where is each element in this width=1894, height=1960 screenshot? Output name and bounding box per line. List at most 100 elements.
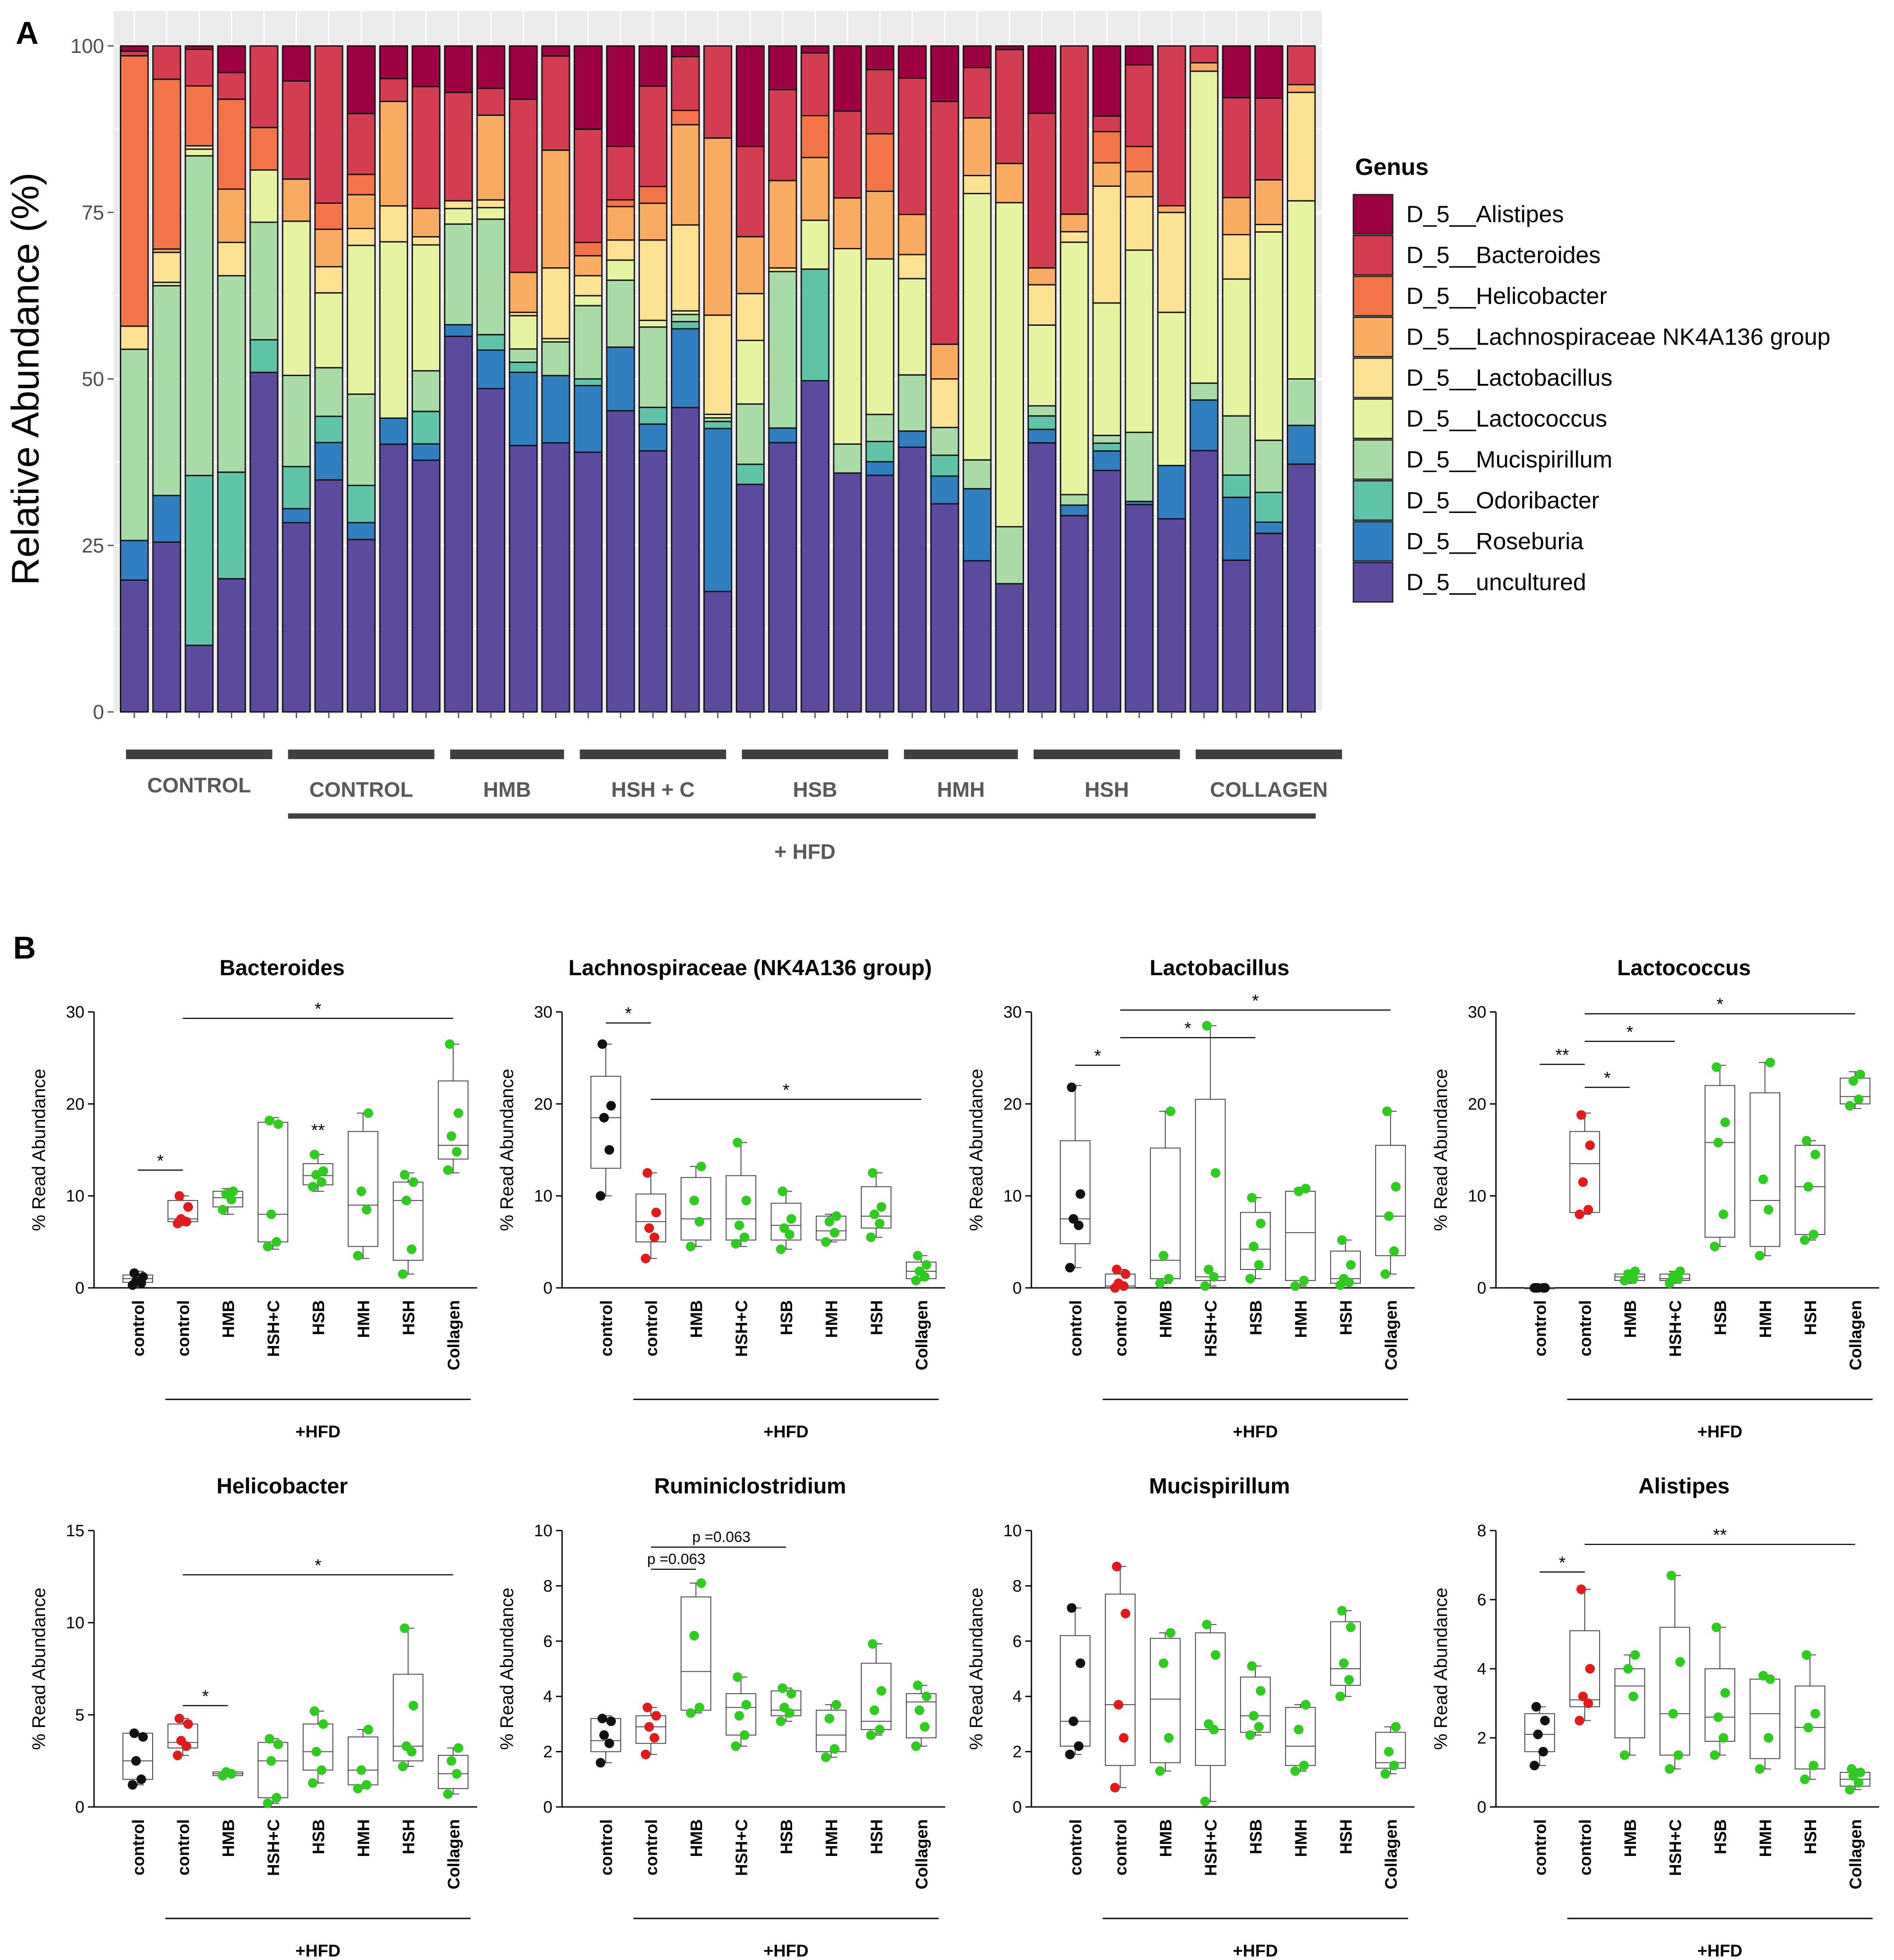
- stacked-bar: [995, 45, 1024, 713]
- data-point: [875, 1725, 884, 1735]
- bar-segment-d-5-uncultured: [1125, 504, 1154, 713]
- bar-segment-d-5-lachnospiraceae-nk4a136-group: [962, 117, 992, 176]
- bar-segment-d-5-uncultured: [249, 372, 279, 713]
- data-point: [1069, 1214, 1078, 1224]
- bar-segment-d-5-lactococcus: [1286, 200, 1316, 380]
- stacked-bar: [314, 45, 343, 713]
- data-point: [138, 1272, 148, 1282]
- stacked-bar: [509, 45, 538, 713]
- group-label: HSH + C: [611, 778, 695, 802]
- stacked-bar: [185, 45, 214, 713]
- bar-segment-d-5-helicobacter: [346, 174, 376, 195]
- bar-segment-d-5-bacteroides: [606, 146, 635, 201]
- box-hsh+c: [1195, 1021, 1226, 1291]
- bar-segment-d-5-odoribacter: [1092, 442, 1122, 452]
- data-point: [1247, 1661, 1257, 1671]
- bar-segment-d-5-helicobacter: [865, 133, 895, 192]
- bar-segment-d-5-uncultured: [865, 474, 895, 713]
- category-label: control: [643, 1819, 661, 1876]
- legend-swatch: [1352, 480, 1394, 521]
- bar-segment-d-5-bacteroides: [865, 69, 895, 135]
- box-panel-lactococcus: Lactococcus 0 10 20 30 % Read Abundance contro…: [1430, 956, 1879, 1441]
- bar-segment-d-5-roseburia: [1189, 399, 1219, 451]
- data-point: [363, 1108, 373, 1118]
- data-point: [779, 1702, 789, 1712]
- bar-segment-d-5-odoribacter: [800, 268, 830, 381]
- bar-segment-d-5-helicobacter: [638, 185, 667, 204]
- bar-segment-d-5-lactobacillus: [638, 239, 667, 321]
- data-point: [1121, 1269, 1130, 1279]
- data-point: [454, 1108, 463, 1118]
- bar-segment-d-5-lactococcus: [573, 295, 603, 307]
- bar-segment-d-5-lactobacillus: [703, 314, 732, 415]
- y-tick-label: 30: [1003, 1003, 1022, 1022]
- bar-segment-d-5-lactobacillus: [962, 174, 992, 195]
- box-hmh: [348, 1108, 378, 1261]
- box-control: [1105, 1264, 1136, 1293]
- bar-segment-d-5-alistipes: [1027, 45, 1057, 114]
- y-tick-label: 30: [1468, 1003, 1486, 1022]
- y-tick-label: 10: [534, 1187, 552, 1206]
- bar-segment-d-5-lactococcus: [1254, 231, 1283, 441]
- data-point: [266, 1209, 276, 1219]
- data-point: [1630, 1266, 1640, 1276]
- panel-title: Lachnospiraceae (NK4A136 group): [569, 956, 932, 980]
- box-collagen: [438, 1743, 468, 1799]
- data-point: [353, 1251, 363, 1261]
- data-point: [402, 1196, 411, 1206]
- box-hmb: [1614, 1266, 1645, 1286]
- data-point: [1164, 1273, 1174, 1283]
- box-iqr: [348, 1131, 378, 1247]
- data-point: [778, 1683, 787, 1693]
- data-point: [1067, 1603, 1076, 1613]
- bar-segment-d-5-bacteroides: [833, 110, 862, 199]
- data-point: [596, 1758, 605, 1768]
- box-control: [1060, 1603, 1090, 1759]
- bar-segment-d-5-roseburia: [444, 324, 473, 337]
- bar-segment-d-5-lactobacillus: [1092, 185, 1122, 304]
- bar-segment-d-5-uncultured: [412, 459, 441, 713]
- stacked-bar: [412, 45, 441, 713]
- panel-title: Lactococcus: [1617, 956, 1751, 980]
- box-control: [1524, 1702, 1555, 1771]
- box-iqr: [1285, 1191, 1316, 1281]
- category-label: HMH: [355, 1300, 373, 1338]
- data-point: [1301, 1183, 1310, 1193]
- y-axis-label: % Read Abundance: [28, 1069, 49, 1231]
- bar-segment-d-5-lactococcus: [638, 320, 667, 328]
- bar-segment-d-5-roseburia: [1286, 425, 1316, 465]
- group-label: CONTROL: [147, 774, 251, 797]
- data-point: [1337, 1235, 1347, 1245]
- data-point: [138, 1732, 148, 1742]
- legend-swatch: [1352, 276, 1394, 317]
- bar-segment-d-5-lachnospiraceae-nk4a136-group: [703, 137, 732, 316]
- stacked-bar: [930, 45, 959, 713]
- bar-segment-d-5-lachnospiraceae-nk4a136-group: [541, 149, 570, 269]
- bar-segment-d-5-alistipes: [736, 45, 765, 147]
- data-point: [922, 1691, 931, 1702]
- bar-segment-d-5-alistipes: [185, 45, 214, 50]
- data-point: [402, 1741, 411, 1751]
- data-point: [1809, 1761, 1818, 1771]
- bar-segment-d-5-roseburia: [768, 427, 797, 443]
- significance-label: *: [315, 1000, 321, 1019]
- significance-label: *: [202, 1687, 209, 1706]
- bar-segment-d-5-roseburia: [671, 328, 700, 408]
- hfd-label: +HFD: [764, 1423, 809, 1441]
- data-point: [308, 1182, 318, 1192]
- bar-segment-d-5-lachnospiraceae-nk4a136-group: [573, 255, 603, 276]
- box-hmb: [1614, 1650, 1645, 1760]
- data-point: [1665, 1278, 1674, 1288]
- data-point: [866, 1730, 876, 1740]
- data-point: [1391, 1722, 1401, 1732]
- significance-label: *: [1604, 1068, 1611, 1088]
- y-axis-label: Relative Abundance (%): [3, 172, 47, 585]
- category-label: HMB: [220, 1819, 238, 1857]
- bar-segment-d-5-mucispirillum: [1222, 415, 1251, 476]
- hfd-label: + HFD: [774, 840, 835, 864]
- bar-segment-d-5-roseburia: [1157, 464, 1186, 520]
- bar-segment-d-5-bacteroides: [703, 45, 732, 139]
- data-point: [1339, 1658, 1349, 1668]
- stacked-bar: [1092, 45, 1122, 713]
